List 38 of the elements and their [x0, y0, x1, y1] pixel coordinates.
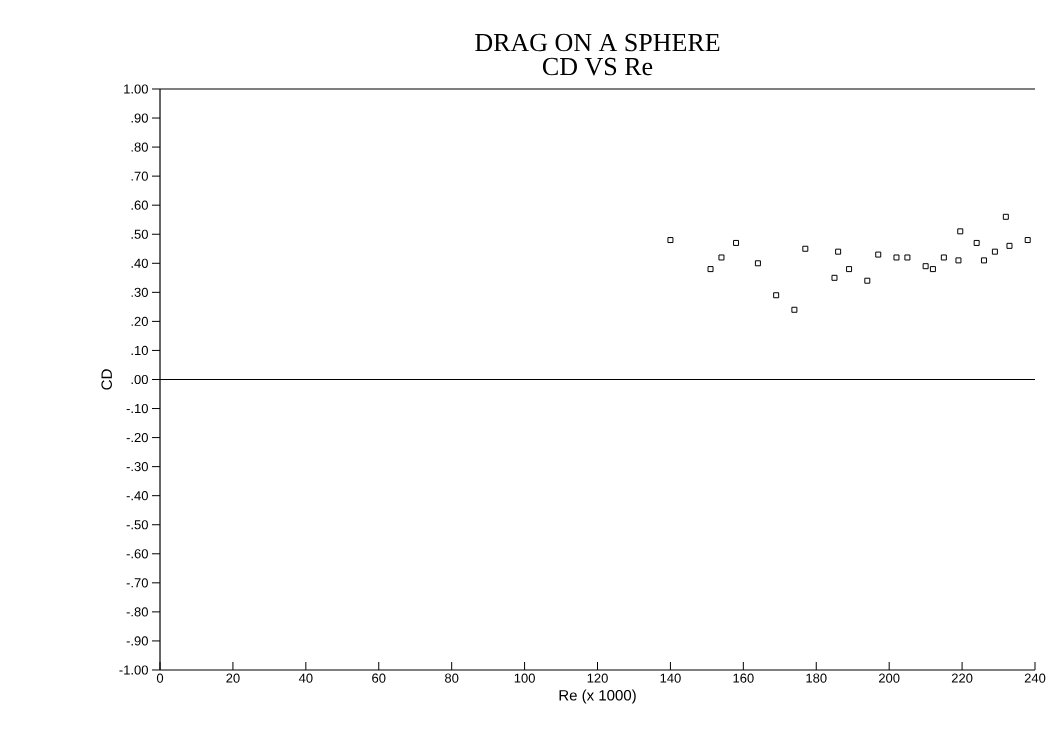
x-tick-label: 240: [1024, 673, 1046, 683]
y-tick-label: -.40: [126, 491, 148, 501]
y-tick-label: .10: [131, 345, 148, 356]
x-tick-label: 60: [372, 673, 386, 683]
y-tick-label: -.30: [126, 462, 148, 472]
y-tick-label: .90: [131, 113, 148, 123]
y-tick-label: -.80: [126, 607, 148, 617]
y-tick-label: .80: [131, 142, 148, 152]
x-tick-label: 120: [587, 673, 608, 683]
x-tick-label: 80: [445, 673, 459, 683]
x-tick-label: 220: [951, 673, 973, 683]
y-tick-label: .50: [131, 229, 148, 239]
x-tick-label: 200: [878, 673, 900, 683]
y-tick-label: .40: [131, 258, 148, 268]
y-tick-label: -.70: [126, 578, 148, 588]
y-tick-label: -.50: [126, 520, 148, 530]
y-tick-label: -.60: [126, 549, 148, 559]
chart-title: DRAG ON A SPHERE: [475, 33, 720, 52]
y-tick-label: 1.00: [124, 84, 148, 94]
x-tick-label: 0: [156, 673, 164, 683]
x-tick-label: 160: [733, 673, 754, 683]
chart-subtitle: CD VS Re: [542, 57, 653, 76]
y-tick-label: -.90: [126, 636, 148, 646]
y-tick-label: .60: [131, 200, 148, 210]
y-tick-label: .30: [131, 287, 148, 297]
x-tick-label: 140: [660, 673, 681, 683]
y-tick-label: .70: [131, 171, 148, 181]
x-tick-label: 100: [514, 673, 535, 683]
x-axis-title: Re (x 1000): [559, 689, 636, 704]
y-tick-label: .20: [131, 316, 148, 326]
y-axis-title: CD: [101, 369, 112, 390]
y-tick-label: .00: [131, 374, 148, 385]
x-tick-label: 40: [298, 673, 313, 683]
y-tick-label: -.10: [126, 403, 148, 414]
x-tick-label: 20: [226, 673, 240, 683]
y-tick-label: -1.00: [119, 665, 148, 675]
x-tick-label: 180: [806, 673, 827, 683]
y-tick-label: -.20: [126, 432, 148, 443]
